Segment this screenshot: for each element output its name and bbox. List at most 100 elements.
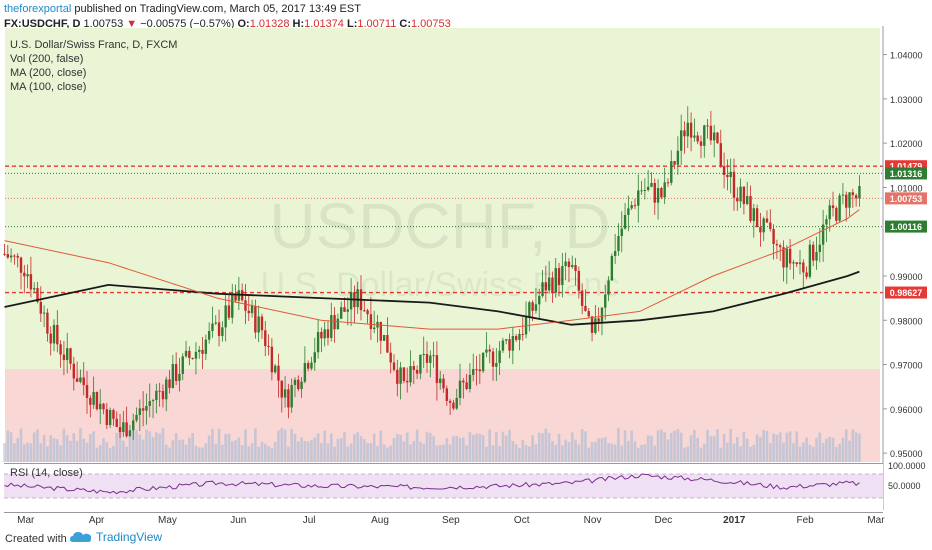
volume-bar (811, 446, 815, 462)
volume-bar (207, 435, 211, 462)
volume-bar (465, 445, 468, 462)
candle (333, 307, 336, 343)
volume-bar (164, 444, 168, 462)
candle (729, 158, 732, 194)
candle (693, 118, 696, 142)
volume-bar (735, 437, 739, 462)
tradingview-brand[interactable]: TradingView (70, 530, 162, 544)
candle (287, 383, 290, 419)
candle (425, 341, 429, 373)
volume-bar (16, 438, 20, 462)
candle (505, 339, 508, 345)
volume-bar (339, 438, 343, 462)
volume-bar (92, 431, 95, 462)
volume-bar (13, 443, 16, 462)
volume-bar (329, 433, 333, 462)
volume-bar (481, 435, 485, 462)
candle (627, 195, 630, 232)
candle (831, 191, 835, 217)
candle (736, 187, 739, 211)
volume-bar (280, 428, 284, 462)
candle (247, 295, 250, 322)
rsi-line (4, 473, 860, 495)
volume-bar (445, 438, 449, 462)
volume-bar (353, 434, 356, 462)
candle (544, 265, 548, 302)
candle (214, 315, 217, 326)
volume-bar (75, 440, 79, 462)
volume-bar (112, 445, 115, 462)
candle (250, 299, 254, 318)
candle (415, 365, 419, 380)
price-axis-bg (883, 26, 932, 510)
candle (481, 352, 485, 373)
volume-bar (762, 430, 766, 462)
volume-bar (759, 436, 762, 462)
volume-bar (693, 429, 696, 462)
volume-bar (214, 443, 218, 462)
price-change: −0.00575 (−0.57%) (140, 18, 235, 30)
candle (95, 391, 99, 411)
price-tick: 0.96000 (890, 405, 923, 415)
candle (455, 388, 458, 410)
candle (56, 310, 59, 353)
volume-bar (623, 430, 627, 462)
volume-bar (792, 443, 795, 462)
chart-header: theforexportal published on TradingView.… (0, 0, 932, 34)
volume-bar (293, 433, 297, 462)
volume-bar (528, 446, 531, 462)
volume-bar (537, 432, 541, 462)
author-name[interactable]: theforexportal (4, 3, 72, 15)
volume-bar (425, 431, 429, 462)
volume-bar (702, 443, 706, 462)
volume-bar (627, 441, 630, 462)
volume-bar (188, 437, 191, 462)
candle (85, 371, 89, 414)
volume-bar (52, 438, 56, 462)
candle (198, 345, 201, 359)
volume-bar (135, 430, 138, 462)
candle (99, 389, 102, 425)
volume-bar (419, 441, 422, 462)
volume-bar (709, 436, 713, 462)
candle (270, 338, 274, 381)
candle (805, 266, 808, 280)
volume-bar (257, 446, 260, 462)
volume-bar (217, 428, 221, 462)
volume-bar (376, 446, 379, 462)
volume-bar (122, 440, 125, 462)
volume-bar (755, 434, 759, 462)
volume-bar (372, 433, 376, 462)
volume-bar (379, 430, 383, 462)
volume-bar (663, 432, 666, 462)
volume-bar (696, 437, 699, 462)
volume-bar (171, 440, 175, 462)
candle (363, 299, 366, 312)
candle (409, 350, 412, 387)
volume-bar (471, 434, 475, 462)
volume-bar (749, 446, 752, 462)
candle (16, 253, 19, 268)
price-chart[interactable]: USDCHF, D U.S. Dollar/Swiss Franc U.S. D… (0, 26, 932, 526)
volume-bar (303, 440, 307, 462)
candle (650, 172, 653, 188)
candle (812, 241, 815, 267)
volume-bar (184, 444, 188, 462)
volume-bar (511, 440, 515, 462)
candle (699, 135, 703, 159)
candle (663, 167, 666, 205)
volume-bar (32, 432, 36, 462)
candle (224, 294, 227, 342)
volume-bar (300, 437, 303, 462)
candle (115, 411, 118, 428)
candle (574, 257, 577, 286)
candle (815, 236, 818, 270)
candle (779, 243, 782, 261)
rsi-label: RSI (14, close) (10, 467, 83, 479)
volume-bar (633, 441, 637, 462)
volume-bar (313, 437, 317, 462)
volume-bar (23, 444, 26, 462)
candle (145, 393, 148, 425)
svg-text:0.98627: 0.98627 (890, 288, 923, 298)
candle (557, 262, 561, 297)
